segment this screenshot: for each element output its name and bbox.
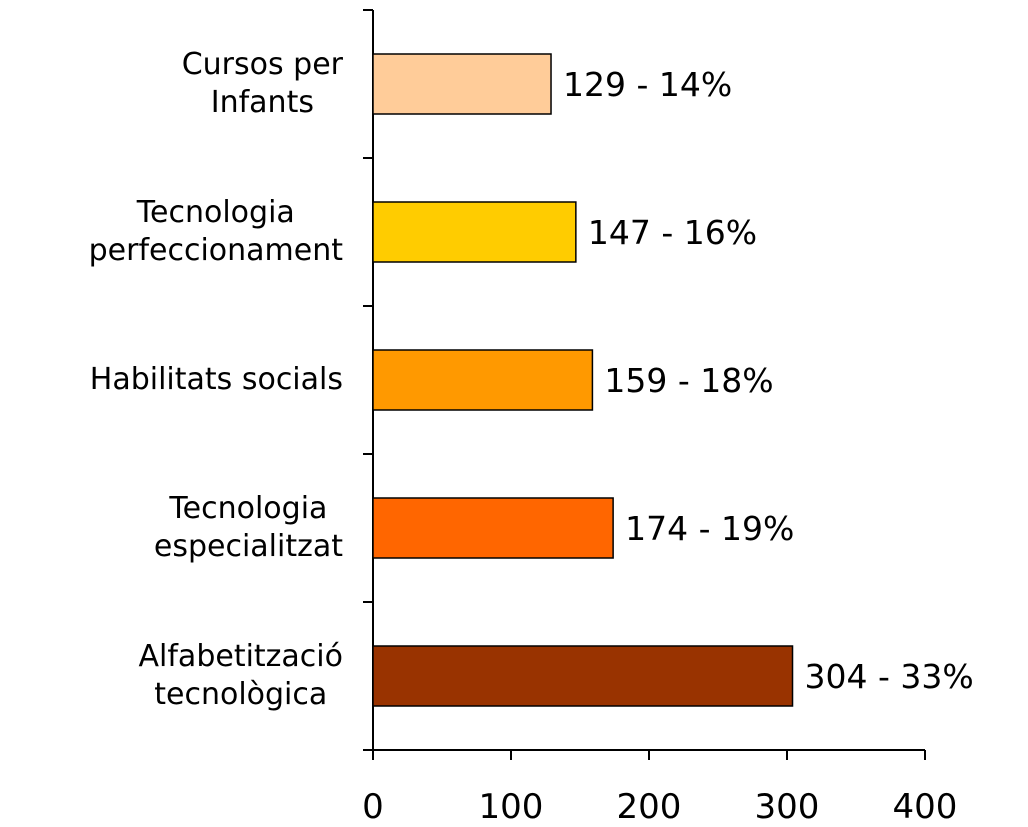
bar — [372, 645, 794, 707]
x-tick-label: 200 — [617, 787, 682, 827]
y-tick-label: Habilitats socials — [89, 362, 343, 397]
value-label: 159 - 18% — [604, 361, 773, 400]
x-tick-label: 300 — [755, 787, 820, 827]
value-label: 304 - 33% — [805, 657, 974, 696]
y-tick-label: Alfabetització tecnològica — [138, 639, 343, 712]
x-tick-label: 0 — [362, 787, 384, 827]
y-tick-label: Tecnologia perfeccionament — [88, 195, 343, 268]
x-tick-label: 400 — [893, 787, 958, 827]
value-label: 147 - 16% — [588, 213, 757, 252]
bar — [372, 497, 614, 559]
y-tick-label: Tecnologia especialitzat — [153, 491, 343, 564]
x-tick-label: 100 — [479, 787, 544, 827]
value-label: 174 - 19% — [625, 509, 794, 548]
value-label: 129 - 14% — [563, 65, 732, 104]
bar — [372, 201, 577, 263]
bar — [372, 349, 594, 411]
y-tick-label: Cursos per Infants — [181, 47, 343, 120]
bar — [372, 53, 552, 115]
